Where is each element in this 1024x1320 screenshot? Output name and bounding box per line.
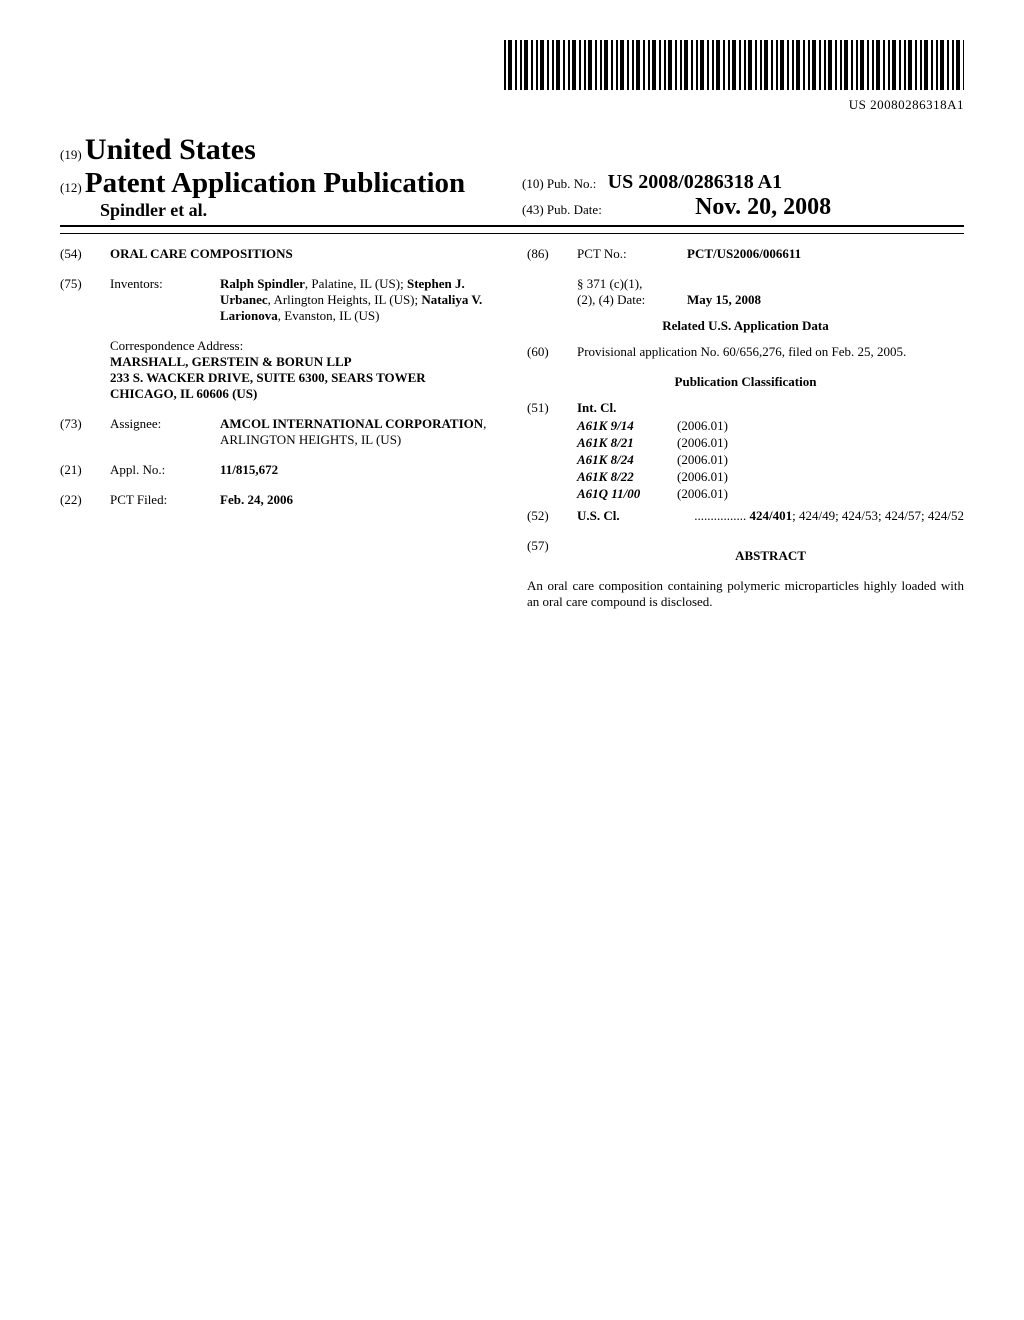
pub-date-label: Pub. Date: <box>547 202 602 217</box>
field-code-60: (60) <box>527 344 567 360</box>
field-22: (22) PCT Filed: Feb. 24, 2006 <box>60 492 497 508</box>
field-label-applno: Appl. No.: <box>110 462 210 478</box>
appl-no: 11/815,672 <box>220 462 497 478</box>
field-60: (60) Provisional application No. 60/656,… <box>527 344 964 360</box>
field-label-inventors: Inventors: <box>110 276 210 324</box>
code-12: (12) <box>60 180 82 195</box>
correspondence-address: Correspondence Address: MARSHALL, GERSTE… <box>60 338 497 402</box>
field-label-371: § 371 (c)(1), (2), (4) Date: <box>577 276 677 308</box>
intcl-item: A61K 8/24 (2006.01) <box>527 452 964 468</box>
date-371: May 15, 2008 <box>687 292 964 308</box>
field-code-51: (51) <box>527 400 567 416</box>
assignee-value: AMCOL INTERNATIONAL CORPORATION, ARLINGT… <box>220 416 497 448</box>
intcl-item: A61K 9/14 (2006.01) <box>527 418 964 434</box>
invention-title: ORAL CARE COMPOSITIONS <box>110 246 293 262</box>
inventors-list: Ralph Spindler, Palatine, IL (US); Steph… <box>220 276 497 324</box>
correspondence-addr2: CHICAGO, IL 60606 (US) <box>110 386 497 402</box>
barcode-number: US 20080286318A1 <box>60 97 964 113</box>
field-75: (75) Inventors: Ralph Spindler, Palatine… <box>60 276 497 324</box>
abstract-text: An oral care composition containing poly… <box>527 578 964 610</box>
intcl-code: A61K 8/21 <box>577 435 677 451</box>
correspondence-title: Correspondence Address: <box>110 338 497 354</box>
intcl-code: A61K 8/24 <box>577 452 677 468</box>
intcl-date: (2006.01) <box>677 452 728 468</box>
field-code-57: (57) <box>527 538 567 574</box>
intcl-code: A61K 9/14 <box>577 418 677 434</box>
uscl-value: ................ 424/401; 424/49; 424/53… <box>637 508 964 524</box>
abstract-title: ABSTRACT <box>577 548 964 564</box>
field-code-75: (75) <box>60 276 100 324</box>
field-code-52: (52) <box>527 508 567 524</box>
intcl-date: (2006.01) <box>677 418 728 434</box>
pct-no: PCT/US2006/006611 <box>687 246 964 262</box>
field-73: (73) Assignee: AMCOL INTERNATIONAL CORPO… <box>60 416 497 448</box>
spacer <box>527 276 567 308</box>
inventor-loc: , Palatine, IL (US); <box>305 276 407 291</box>
classification-title: Publication Classification <box>527 374 964 390</box>
field-57: (57) ABSTRACT <box>527 538 964 574</box>
publication-title: Patent Application Publication <box>85 167 465 199</box>
intcl-item: A61Q 11/00 (2006.01) <box>527 486 964 502</box>
field-code-22: (22) <box>60 492 100 508</box>
uscl-dots: ................ <box>694 508 749 523</box>
country-name: United States <box>85 133 256 166</box>
inventor-loc: , Evanston, IL (US) <box>278 308 380 323</box>
barcode-section: US 20080286318A1 <box>60 40 964 113</box>
correspondence-addr1: 233 S. WACKER DRIVE, SUITE 6300, SEARS T… <box>110 370 497 386</box>
uscl-label: U.S. Cl. <box>577 508 627 524</box>
author-line: Spindler et al. <box>100 200 502 221</box>
field-86-sub: § 371 (c)(1), (2), (4) Date: May 15, 200… <box>527 276 964 308</box>
field-label-pctno: PCT No.: <box>577 246 677 262</box>
intcl-item: A61K 8/22 (2006.01) <box>527 469 964 485</box>
field-code-73: (73) <box>60 416 100 448</box>
field-52: (52) U.S. Cl. ................ 424/401; … <box>527 508 964 524</box>
related-data-title: Related U.S. Application Data <box>527 318 964 334</box>
assignee-name: AMCOL INTERNATIONAL CORPORATION <box>220 416 483 431</box>
pub-no-label: Pub. No.: <box>547 176 596 191</box>
intcl-code: A61K 8/22 <box>577 469 677 485</box>
intcl-label: Int. Cl. <box>577 400 616 416</box>
field-21: (21) Appl. No.: 11/815,672 <box>60 462 497 478</box>
intcl-date: (2006.01) <box>677 435 728 451</box>
intcl-date: (2006.01) <box>677 469 728 485</box>
inventor-name: Ralph Spindler <box>220 276 305 291</box>
divider <box>60 233 964 234</box>
field-86: (86) PCT No.: PCT/US2006/006611 <box>527 246 964 262</box>
right-column: (86) PCT No.: PCT/US2006/006611 § 371 (c… <box>527 246 964 610</box>
field-label-pctfiled: PCT Filed: <box>110 492 210 508</box>
field-code-86: (86) <box>527 246 567 262</box>
field-code-21: (21) <box>60 462 100 478</box>
pub-no: US 2008/0286318 A1 <box>608 171 782 193</box>
code-19: (19) <box>60 147 82 162</box>
barcode-graphic <box>504 40 964 90</box>
left-column: (54) ORAL CARE COMPOSITIONS (75) Invento… <box>60 246 497 610</box>
intcl-item: A61K 8/21 (2006.01) <box>527 435 964 451</box>
intcl-date: (2006.01) <box>677 486 728 502</box>
field-54: (54) ORAL CARE COMPOSITIONS <box>60 246 497 262</box>
provisional-text: Provisional application No. 60/656,276, … <box>577 344 964 360</box>
content-columns: (54) ORAL CARE COMPOSITIONS (75) Invento… <box>60 246 964 610</box>
intcl-code: A61Q 11/00 <box>577 486 677 502</box>
code-10: (10) <box>522 176 544 191</box>
field-label-assignee: Assignee: <box>110 416 210 448</box>
inventor-loc: , Arlington Heights, IL (US); <box>268 292 422 307</box>
header-section: (19) United States (12) Patent Applicati… <box>60 133 964 227</box>
code-43: (43) <box>522 202 544 217</box>
uscl-rest: ; 424/49; 424/53; 424/57; 424/52 <box>792 508 964 523</box>
pub-date: Nov. 20, 2008 <box>695 194 831 220</box>
field-code-54: (54) <box>60 246 100 262</box>
pct-filed-date: Feb. 24, 2006 <box>220 492 497 508</box>
correspondence-name: MARSHALL, GERSTEIN & BORUN LLP <box>110 354 497 370</box>
field-51: (51) Int. Cl. <box>527 400 964 416</box>
uscl-main: 424/401 <box>749 508 792 523</box>
